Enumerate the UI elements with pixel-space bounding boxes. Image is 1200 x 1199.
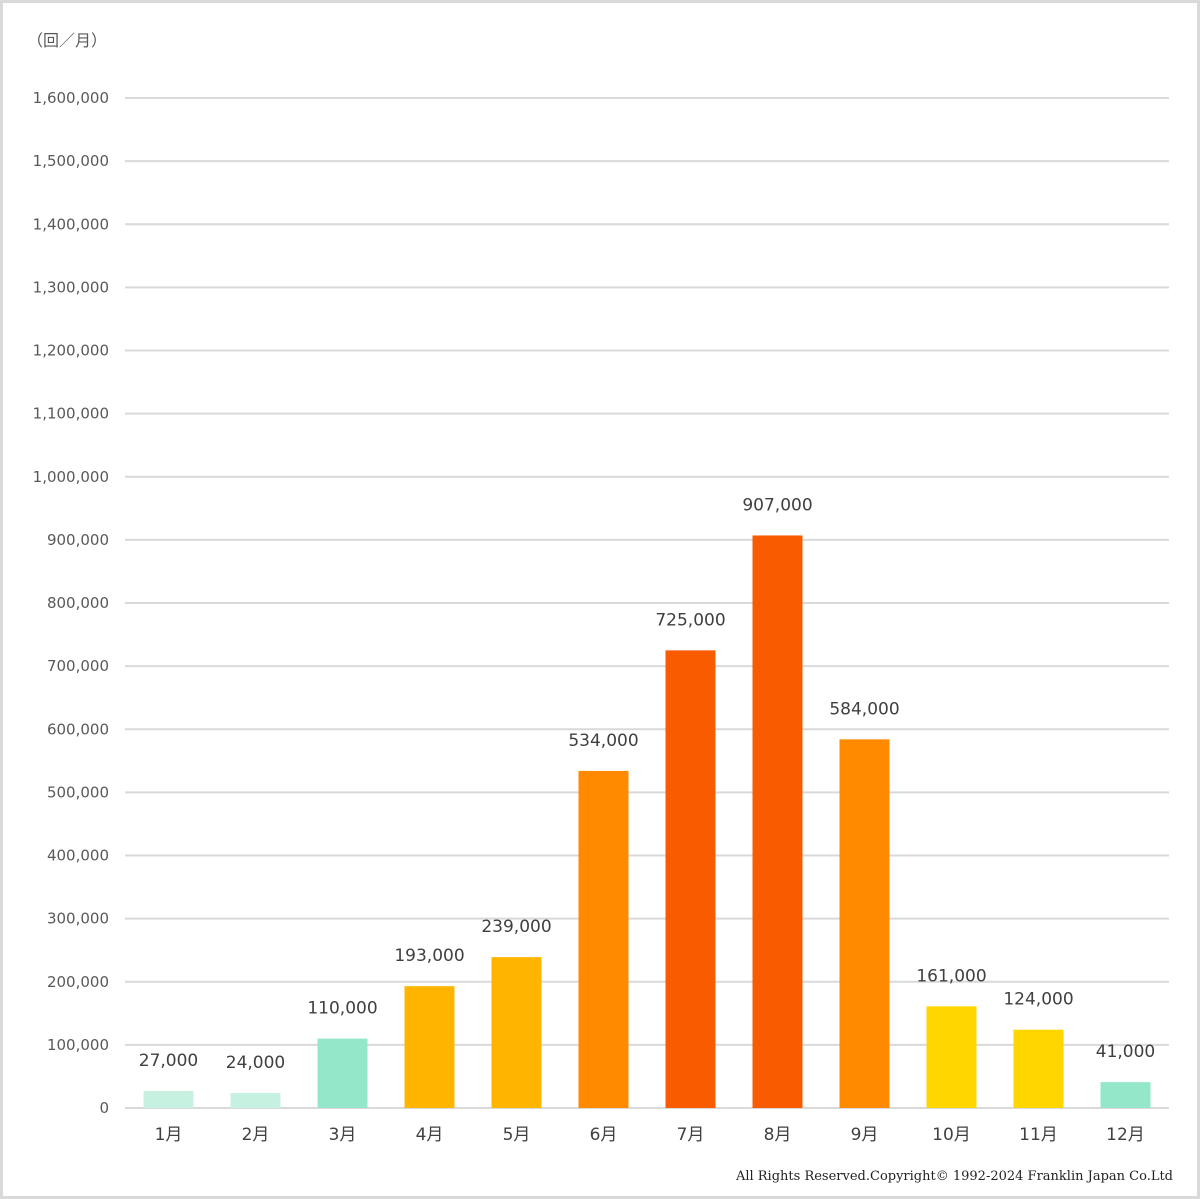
y-tick-label: 0: [99, 1099, 109, 1117]
data-label: 124,000: [1003, 990, 1073, 1010]
bar: [404, 986, 455, 1108]
data-label: 907,000: [742, 495, 812, 515]
gridlines: [125, 97, 1169, 1109]
y-tick-label: 500,000: [47, 783, 109, 801]
y-axis-unit-label: （回／月）: [27, 31, 107, 50]
x-tick-label: 1月: [155, 1125, 183, 1145]
x-tick-label: 9月: [851, 1125, 879, 1145]
bar: [491, 957, 542, 1108]
y-tick-label: 700,000: [47, 657, 109, 675]
bar: [839, 739, 890, 1108]
bar: [926, 1006, 977, 1108]
bar: [230, 1092, 281, 1108]
y-tick-label: 1,200,000: [33, 342, 109, 360]
y-tick-label: 600,000: [47, 720, 109, 738]
data-label: 239,000: [481, 917, 551, 937]
y-tick-label: 1,500,000: [33, 152, 109, 170]
x-tick-label: 5月: [503, 1125, 531, 1145]
data-label: 24,000: [226, 1053, 285, 1073]
data-label: 534,000: [568, 731, 638, 751]
y-tick-label: 900,000: [47, 531, 109, 549]
data-label: 725,000: [655, 610, 725, 630]
data-label: 27,000: [139, 1051, 198, 1071]
y-tick-label: 1,300,000: [33, 278, 109, 296]
x-tick-label: 12月: [1106, 1125, 1145, 1145]
data-label: 41,000: [1096, 1042, 1155, 1062]
x-tick-label: 3月: [329, 1125, 357, 1145]
y-tick-label: 1,100,000: [33, 405, 109, 423]
x-tick-label: 4月: [416, 1125, 444, 1145]
y-tick-label: 100,000: [47, 1036, 109, 1054]
bar: [317, 1038, 368, 1108]
y-tick-label: 300,000: [47, 910, 109, 928]
data-label: 110,000: [307, 999, 377, 1019]
x-tick-label: 8月: [764, 1125, 792, 1145]
data-labels: 27,000 24,000 110,000 193,000 239,000 534,000…: [139, 495, 1155, 1072]
y-tick-labels: 0 100,000 200,000 300,000 400,000 500,000 600,…: [33, 89, 109, 1117]
y-tick-label: 400,000: [47, 847, 109, 865]
y-tick-label: 800,000: [47, 594, 109, 612]
x-tick-label: 7月: [677, 1125, 705, 1145]
bar: [578, 770, 629, 1108]
data-label: 193,000: [394, 946, 464, 966]
x-tick-label: 10月: [932, 1125, 971, 1145]
bars: [143, 535, 1151, 1108]
bar: [752, 535, 803, 1108]
x-tick-label: 2月: [242, 1125, 270, 1145]
data-label: 161,000: [916, 966, 986, 986]
bar: [1013, 1029, 1064, 1108]
bar: [1100, 1082, 1151, 1108]
y-tick-label: 1,600,000: [33, 89, 109, 107]
x-tick-labels: 1月 2月 3月 4月 5月 6月 7月 8月 9月 10月 11月 12月: [155, 1125, 1145, 1145]
x-tick-label: 6月: [590, 1125, 618, 1145]
bar: [665, 650, 716, 1108]
bar: [143, 1090, 194, 1108]
copyright-text: All Rights Reserved.Copyright© 1992-2024…: [735, 1169, 1173, 1184]
bar-chart: （回／月） 0 100,000 200,000 300,000 400,000 500,0…: [27, 31, 1173, 1184]
y-tick-label: 1,400,000: [33, 215, 109, 233]
data-label: 584,000: [829, 699, 899, 719]
y-tick-label: 1,000,000: [33, 468, 109, 486]
y-tick-label: 200,000: [47, 973, 109, 991]
x-tick-label: 11月: [1019, 1125, 1058, 1145]
